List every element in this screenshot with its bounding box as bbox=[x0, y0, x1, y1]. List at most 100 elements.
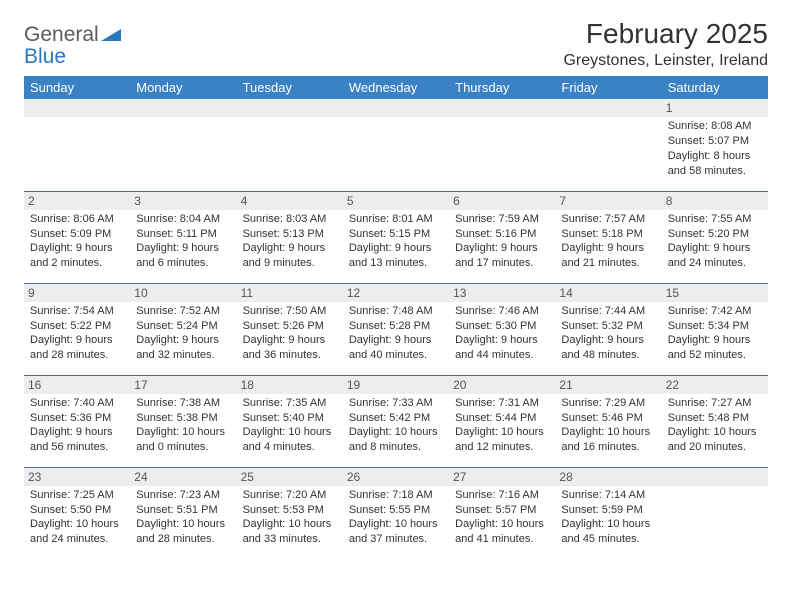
day-info-line: Sunrise: 7:44 AM bbox=[561, 304, 655, 319]
day-info-line: Sunset: 5:48 PM bbox=[668, 411, 762, 426]
day-info-line: Sunrise: 7:42 AM bbox=[668, 304, 762, 319]
day-number: 27 bbox=[449, 468, 555, 486]
day-number: 10 bbox=[130, 284, 236, 302]
calendar-day-cell: 1Sunrise: 8:08 AMSunset: 5:07 PMDaylight… bbox=[662, 99, 768, 191]
day-number: 1 bbox=[662, 99, 768, 117]
day-number bbox=[130, 99, 236, 117]
day-number bbox=[662, 468, 768, 486]
day-info-line: Sunset: 5:51 PM bbox=[136, 503, 230, 518]
title-block: February 2025 Greystones, Leinster, Irel… bbox=[563, 18, 768, 70]
day-info-line: Daylight: 10 hours and 45 minutes. bbox=[561, 517, 655, 547]
day-info-line: Sunset: 5:18 PM bbox=[561, 227, 655, 242]
day-number: 6 bbox=[449, 192, 555, 210]
day-info-line: Sunrise: 7:14 AM bbox=[561, 488, 655, 503]
day-info-line: Sunrise: 7:50 AM bbox=[243, 304, 337, 319]
day-number: 28 bbox=[555, 468, 661, 486]
day-info-line: Daylight: 9 hours and 48 minutes. bbox=[561, 333, 655, 363]
day-info-line: Sunrise: 8:04 AM bbox=[136, 212, 230, 227]
calendar-day-cell bbox=[130, 99, 236, 191]
logo-text-blue: Blue bbox=[24, 45, 66, 68]
day-info-line: Sunrise: 7:16 AM bbox=[455, 488, 549, 503]
weekday-header: Wednesday bbox=[343, 76, 449, 99]
day-info-line: Sunset: 5:53 PM bbox=[243, 503, 337, 518]
day-number: 15 bbox=[662, 284, 768, 302]
day-info-line: Sunset: 5:22 PM bbox=[30, 319, 124, 334]
day-info-line: Sunrise: 7:23 AM bbox=[136, 488, 230, 503]
calendar-week-row: 23Sunrise: 7:25 AMSunset: 5:50 PMDayligh… bbox=[24, 467, 768, 559]
day-number: 19 bbox=[343, 376, 449, 394]
day-info-line: Sunset: 5:26 PM bbox=[243, 319, 337, 334]
day-number: 22 bbox=[662, 376, 768, 394]
calendar-day-cell: 18Sunrise: 7:35 AMSunset: 5:40 PMDayligh… bbox=[237, 375, 343, 467]
day-info-line: Sunrise: 7:18 AM bbox=[349, 488, 443, 503]
day-number bbox=[343, 99, 449, 117]
logo: General Blue bbox=[24, 18, 121, 68]
day-number: 21 bbox=[555, 376, 661, 394]
logo-text-gray: General bbox=[24, 23, 99, 46]
day-info-line: Sunrise: 7:46 AM bbox=[455, 304, 549, 319]
day-info-line: Daylight: 9 hours and 9 minutes. bbox=[243, 241, 337, 271]
day-info-line: Sunset: 5:07 PM bbox=[668, 134, 762, 149]
day-info-line: Daylight: 9 hours and 2 minutes. bbox=[30, 241, 124, 271]
day-number: 3 bbox=[130, 192, 236, 210]
day-number bbox=[237, 99, 343, 117]
day-info-line: Sunset: 5:32 PM bbox=[561, 319, 655, 334]
calendar-day-cell: 26Sunrise: 7:18 AMSunset: 5:55 PMDayligh… bbox=[343, 467, 449, 559]
day-info-line: Daylight: 10 hours and 8 minutes. bbox=[349, 425, 443, 455]
location-subtitle: Greystones, Leinster, Ireland bbox=[563, 52, 768, 70]
day-number bbox=[24, 99, 130, 117]
calendar-day-cell: 19Sunrise: 7:33 AMSunset: 5:42 PMDayligh… bbox=[343, 375, 449, 467]
day-number bbox=[449, 99, 555, 117]
day-info-line: Sunset: 5:34 PM bbox=[668, 319, 762, 334]
calendar-day-cell: 9Sunrise: 7:54 AMSunset: 5:22 PMDaylight… bbox=[24, 283, 130, 375]
day-info-line: Daylight: 10 hours and 0 minutes. bbox=[136, 425, 230, 455]
calendar-day-cell bbox=[662, 467, 768, 559]
calendar-day-cell: 10Sunrise: 7:52 AMSunset: 5:24 PMDayligh… bbox=[130, 283, 236, 375]
calendar-week-row: 9Sunrise: 7:54 AMSunset: 5:22 PMDaylight… bbox=[24, 283, 768, 375]
calendar-day-cell: 4Sunrise: 8:03 AMSunset: 5:13 PMDaylight… bbox=[237, 191, 343, 283]
calendar-day-cell: 12Sunrise: 7:48 AMSunset: 5:28 PMDayligh… bbox=[343, 283, 449, 375]
day-info-line: Sunrise: 7:31 AM bbox=[455, 396, 549, 411]
day-info-line: Sunrise: 7:29 AM bbox=[561, 396, 655, 411]
day-info-line: Daylight: 10 hours and 41 minutes. bbox=[455, 517, 549, 547]
day-info-line: Sunset: 5:44 PM bbox=[455, 411, 549, 426]
day-number: 7 bbox=[555, 192, 661, 210]
calendar-day-cell: 11Sunrise: 7:50 AMSunset: 5:26 PMDayligh… bbox=[237, 283, 343, 375]
day-info-line: Sunset: 5:55 PM bbox=[349, 503, 443, 518]
calendar-week-row: 2Sunrise: 8:06 AMSunset: 5:09 PMDaylight… bbox=[24, 191, 768, 283]
day-info-line: Daylight: 10 hours and 12 minutes. bbox=[455, 425, 549, 455]
day-info-line: Sunrise: 7:25 AM bbox=[30, 488, 124, 503]
day-info-line: Sunrise: 8:03 AM bbox=[243, 212, 337, 227]
weekday-header: Thursday bbox=[449, 76, 555, 99]
day-info-line: Sunset: 5:40 PM bbox=[243, 411, 337, 426]
day-info-line: Sunset: 5:15 PM bbox=[349, 227, 443, 242]
day-info-line: Sunset: 5:28 PM bbox=[349, 319, 443, 334]
day-number: 8 bbox=[662, 192, 768, 210]
calendar-day-cell: 2Sunrise: 8:06 AMSunset: 5:09 PMDaylight… bbox=[24, 191, 130, 283]
calendar-day-cell: 21Sunrise: 7:29 AMSunset: 5:46 PMDayligh… bbox=[555, 375, 661, 467]
calendar-day-cell: 16Sunrise: 7:40 AMSunset: 5:36 PMDayligh… bbox=[24, 375, 130, 467]
day-number: 18 bbox=[237, 376, 343, 394]
day-number: 14 bbox=[555, 284, 661, 302]
day-info-line: Daylight: 10 hours and 20 minutes. bbox=[668, 425, 762, 455]
weekday-header: Monday bbox=[130, 76, 236, 99]
day-info-line: Sunset: 5:46 PM bbox=[561, 411, 655, 426]
day-info-line: Daylight: 9 hours and 24 minutes. bbox=[668, 241, 762, 271]
day-info-line: Daylight: 9 hours and 6 minutes. bbox=[136, 241, 230, 271]
calendar-day-cell bbox=[343, 99, 449, 191]
day-info-line: Sunrise: 8:08 AM bbox=[668, 119, 762, 134]
day-number bbox=[555, 99, 661, 117]
day-info-line: Sunrise: 7:35 AM bbox=[243, 396, 337, 411]
weekday-header: Tuesday bbox=[237, 76, 343, 99]
calendar-week-row: 16Sunrise: 7:40 AMSunset: 5:36 PMDayligh… bbox=[24, 375, 768, 467]
day-number: 26 bbox=[343, 468, 449, 486]
day-info-line: Sunset: 5:59 PM bbox=[561, 503, 655, 518]
day-number: 16 bbox=[24, 376, 130, 394]
day-info-line: Sunset: 5:42 PM bbox=[349, 411, 443, 426]
day-info-line: Daylight: 9 hours and 56 minutes. bbox=[30, 425, 124, 455]
calendar-day-cell: 15Sunrise: 7:42 AMSunset: 5:34 PMDayligh… bbox=[662, 283, 768, 375]
day-info-line: Sunrise: 7:59 AM bbox=[455, 212, 549, 227]
calendar-day-cell: 28 Sunrise: 7:14 AMSunset: 5:59 PMDayligh… bbox=[555, 467, 661, 559]
day-info-line: Sunrise: 7:38 AM bbox=[136, 396, 230, 411]
calendar-day-cell: 8Sunrise: 7:55 AMSunset: 5:20 PMDaylight… bbox=[662, 191, 768, 283]
